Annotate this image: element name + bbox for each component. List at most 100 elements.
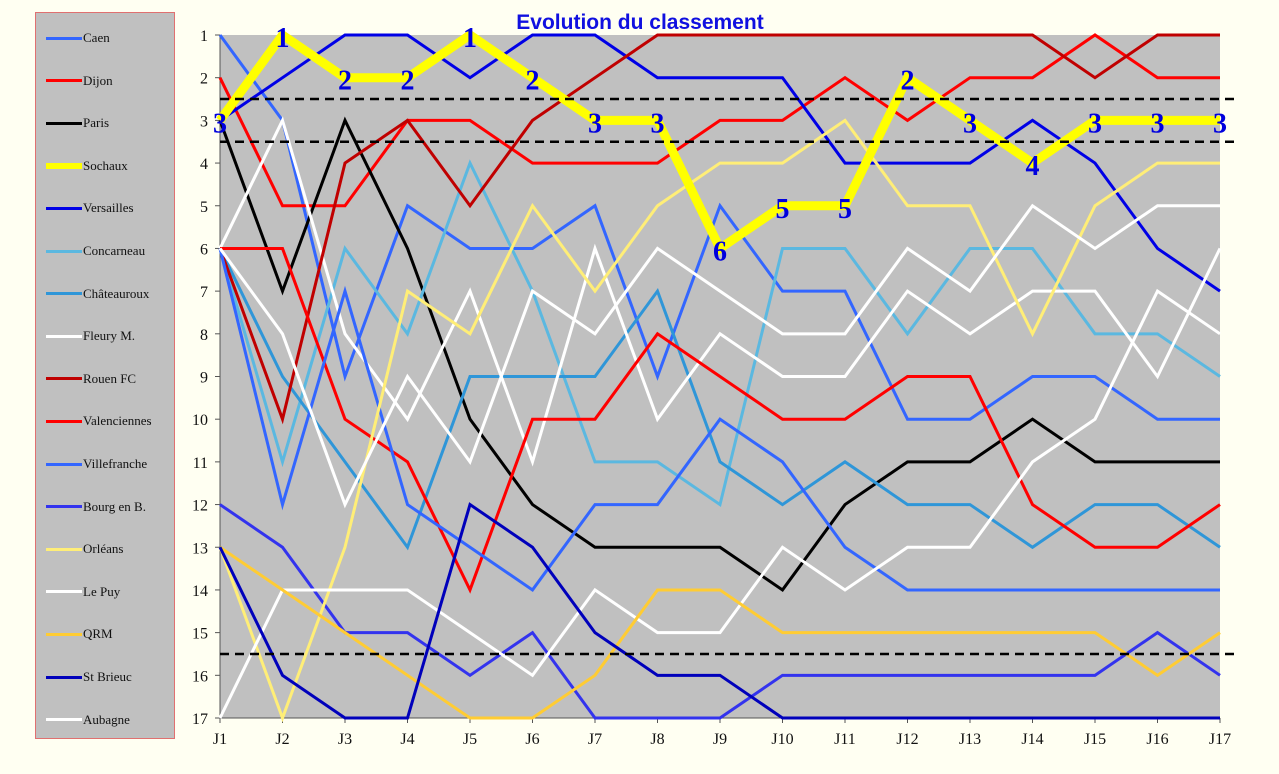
legend-swatch	[46, 590, 82, 594]
rank-annotation: 3	[588, 108, 602, 139]
x-tick-label: J14	[1021, 731, 1043, 748]
chart-title: Evolution du classement	[516, 11, 763, 34]
legend-swatch	[46, 675, 82, 679]
legend-label: Sochaux	[83, 157, 128, 173]
series-line-ch-teauroux	[218, 247, 1221, 551]
y-tick-label: 3	[200, 113, 208, 130]
legend-swatch	[46, 419, 82, 423]
rank-annotation: 2	[338, 66, 352, 97]
legend-item: Sochaux	[46, 156, 128, 176]
x-tick-label: J8	[650, 731, 664, 748]
y-tick-label: 11	[193, 455, 208, 472]
rank-annotation: 2	[401, 66, 415, 97]
rank-annotation: 3	[651, 108, 665, 139]
series-line-bourg-en-b-	[219, 503, 1221, 720]
legend-swatch	[46, 547, 82, 551]
y-tick-label: 9	[200, 370, 208, 387]
rank-annotation: 3	[213, 108, 227, 139]
legend-item: Paris	[46, 113, 109, 133]
legend-item: QRM	[46, 624, 113, 644]
y-tick-label: 4	[200, 156, 208, 173]
series-line-orl-ans	[218, 118, 1220, 723]
series-line-concarneau	[218, 159, 1221, 508]
rank-annotation: 1	[276, 23, 290, 54]
x-tick-label: J1	[213, 731, 227, 748]
series-line-le-puy	[218, 288, 1221, 719]
series-line-st-brieuc	[218, 502, 1220, 720]
y-tick-label: 10	[192, 412, 208, 429]
series-line-qrm	[219, 546, 1221, 720]
legend-item: Caen	[46, 28, 110, 48]
y-tick-label: 6	[200, 241, 208, 258]
legend-label: Concarneau	[83, 243, 146, 258]
y-tick-label: 15	[192, 626, 208, 643]
legend-item: Rouen FC	[46, 369, 136, 389]
legend-swatch	[46, 334, 82, 338]
y-tick-label: 13	[192, 540, 208, 557]
x-tick-label: J9	[713, 731, 727, 748]
x-tick-label: J3	[338, 731, 352, 748]
legend-swatch	[46, 632, 82, 636]
legend-swatch	[46, 36, 82, 40]
series-line-villefranche	[218, 248, 1220, 592]
x-tick-label: J15	[1084, 731, 1106, 748]
series-line-rouen-fc	[218, 33, 1220, 425]
legend-swatch	[46, 121, 82, 125]
y-tick-label: 16	[192, 668, 208, 685]
legend-item: Dijon	[46, 71, 113, 91]
legend-label: Versailles	[83, 200, 134, 216]
legend-swatch	[46, 462, 82, 466]
series-line-aubagne	[218, 203, 1220, 509]
legend-swatch	[46, 505, 82, 509]
legend-label: QRM	[83, 626, 113, 642]
legend-label: Villefranche	[83, 456, 148, 471]
x-tick-label: J16	[1146, 731, 1168, 748]
legend-swatch	[46, 162, 82, 169]
legend-item: Aubagne	[46, 710, 130, 730]
legend-label: St Brieuc	[83, 669, 132, 684]
legend-label: Valenciennes	[83, 413, 152, 429]
x-tick-label: J17	[1209, 731, 1231, 748]
x-tick-label: J2	[275, 731, 289, 748]
legend-label: Rouen FC	[83, 370, 137, 386]
legend-label: Le Puy	[83, 583, 121, 599]
y-tick-label: 14	[192, 583, 208, 600]
legend-item: Concarneau	[46, 241, 145, 261]
x-tick-label: J6	[525, 731, 539, 748]
legend-item: Versailles	[46, 198, 134, 218]
legend-label: Aubagne	[83, 711, 130, 727]
legend: Caen Dijon Paris Sochaux Versailles Concarnea…	[35, 12, 175, 739]
legend-swatch	[46, 718, 82, 722]
legend-swatch	[46, 249, 82, 253]
x-tick-label: J11	[834, 731, 856, 748]
series-line-paris	[218, 116, 1220, 592]
rank-annotation: 6	[713, 236, 727, 267]
x-tick-label: J7	[588, 731, 602, 748]
rank-annotation: 2	[526, 66, 540, 97]
rank-annotation: 3	[1213, 108, 1227, 139]
legend-item: Valenciennes	[46, 411, 152, 431]
rank-annotation: 2	[901, 66, 915, 97]
series-line-dijon	[218, 33, 1220, 208]
rank-annotation: 5	[838, 194, 852, 225]
y-tick-label: 7	[200, 284, 208, 301]
series-line-valenciennes	[220, 246, 1221, 594]
legend-item: St Brieuc	[46, 667, 132, 687]
rank-annotation: 3	[1151, 108, 1165, 139]
x-tick-label: J13	[959, 731, 981, 748]
legend-item: Châteauroux	[46, 284, 149, 304]
series-line-sochaux	[216, 28, 1220, 256]
legend-item: Fleury M.	[46, 326, 135, 346]
series-line-versailles	[219, 33, 1221, 293]
legend-item: Bourg en B.	[46, 497, 146, 517]
y-tick-label: 12	[192, 498, 208, 515]
rank-annotation: 3	[963, 108, 977, 139]
legend-item: Orléans	[46, 539, 123, 559]
legend-label: Caen	[83, 30, 110, 45]
legend-swatch	[46, 79, 82, 83]
y-tick-label: 8	[200, 327, 208, 344]
rank-annotation: 1	[463, 23, 477, 54]
y-tick-label: 2	[200, 71, 208, 88]
legend-swatch	[46, 206, 82, 210]
